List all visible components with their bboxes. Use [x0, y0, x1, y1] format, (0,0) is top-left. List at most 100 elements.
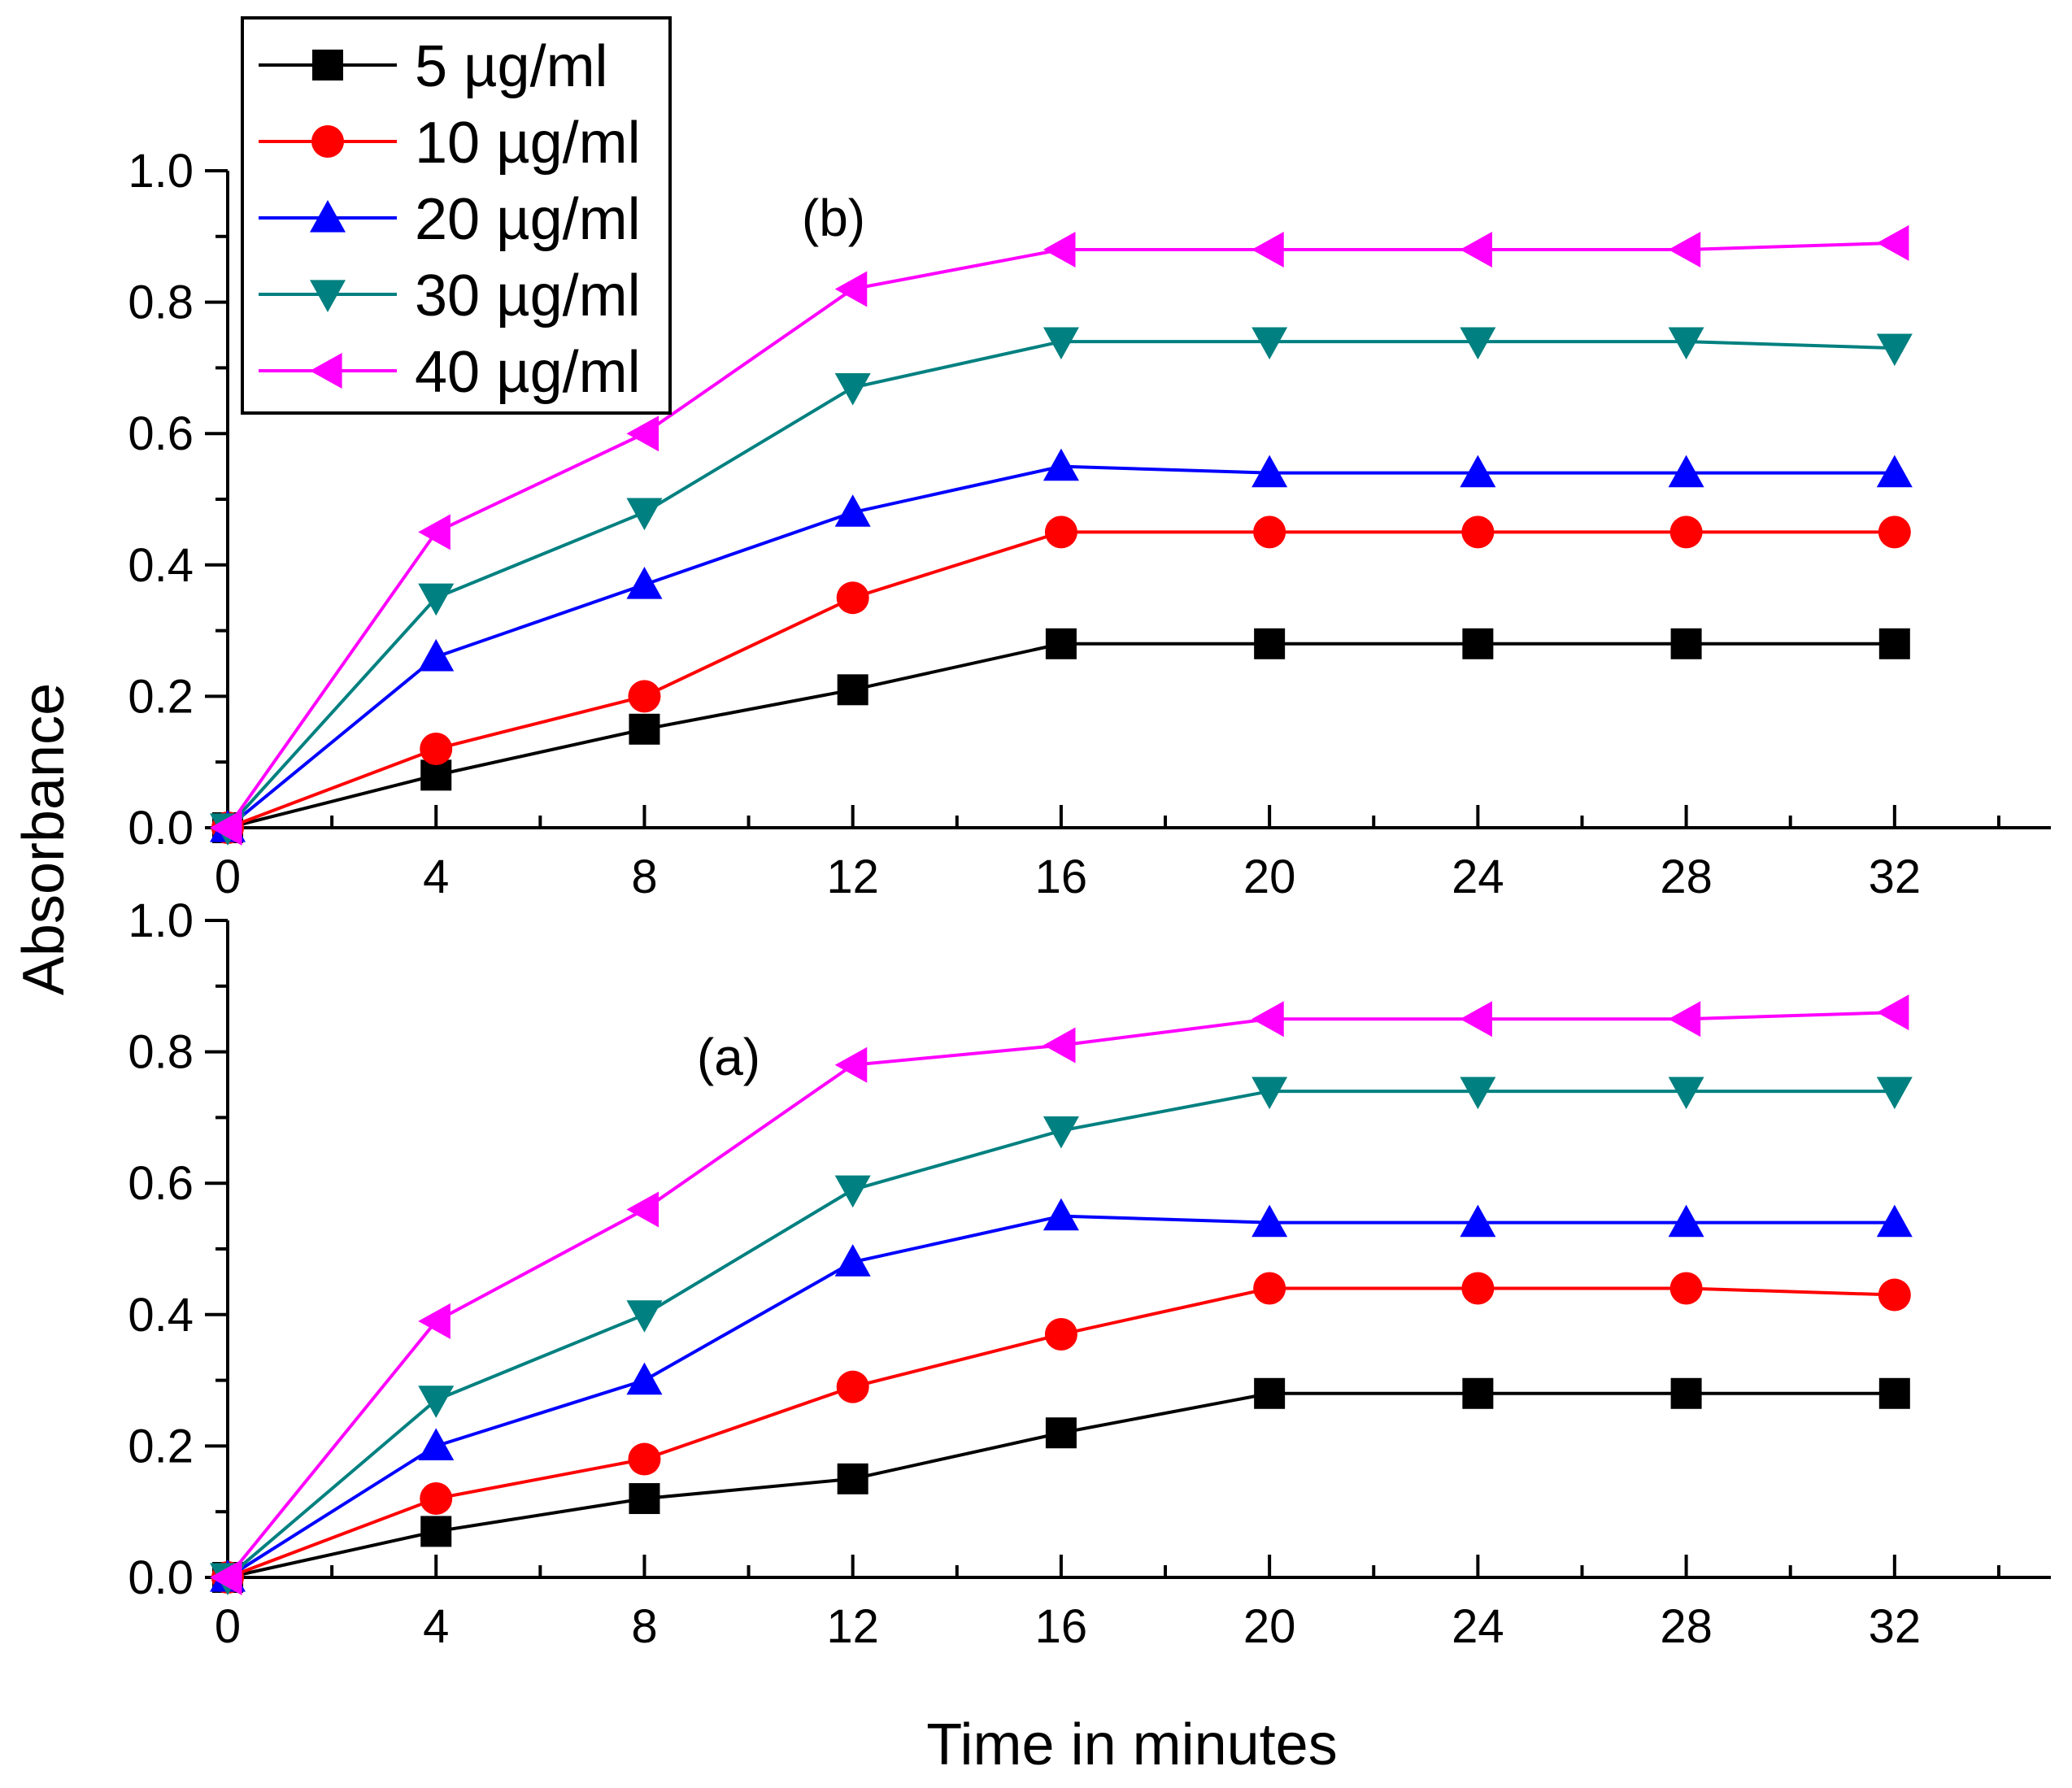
x-tick-label: 0 [215, 850, 241, 903]
data-point [1043, 327, 1079, 360]
data-point [418, 1386, 455, 1418]
x-tick-label: 32 [1869, 850, 1922, 903]
data-point [1254, 1377, 1286, 1409]
data-point [1460, 1001, 1492, 1038]
legend-box [241, 16, 672, 415]
data-point [1460, 231, 1492, 268]
y-tick-label: 0.0 [128, 802, 194, 855]
data-point [1251, 327, 1288, 360]
data-point [626, 1362, 663, 1395]
data-point [1253, 516, 1286, 549]
data-point [1044, 1318, 1077, 1351]
data-point [1251, 455, 1288, 488]
data-point [626, 1191, 659, 1228]
y-tick-label: 1.0 [128, 145, 194, 198]
data-point [1043, 1198, 1079, 1231]
data-point [836, 581, 869, 615]
legend-label: 20 µg/ml [415, 187, 641, 252]
data-point [629, 1483, 660, 1515]
data-point [418, 514, 451, 550]
data-point [420, 1482, 453, 1516]
data-point [1043, 1027, 1076, 1064]
data-point [836, 1370, 869, 1403]
data-point [1460, 455, 1496, 488]
x-tick-label: 4 [423, 1600, 449, 1653]
panel-label: (b) [802, 189, 865, 247]
data-point [1462, 628, 1494, 659]
series-4 [210, 994, 1909, 1595]
x-tick-label: 28 [1660, 1600, 1713, 1653]
x-tick-label: 32 [1869, 1600, 1922, 1653]
data-point [1878, 1278, 1911, 1312]
data-point [1669, 516, 1703, 549]
data-point [1460, 1077, 1496, 1110]
data-point [420, 733, 453, 766]
x-tick-label: 4 [423, 850, 449, 903]
y-tick-label: 0.6 [128, 1157, 194, 1210]
legend-marker [310, 200, 346, 233]
data-point [1668, 1077, 1704, 1110]
data-point [1668, 1001, 1701, 1038]
data-point [834, 1175, 871, 1208]
data-point [1876, 333, 1913, 367]
x-tick-label: 8 [631, 1600, 657, 1653]
legend-label: 10 µg/ml [415, 111, 641, 176]
data-point [1668, 327, 1704, 360]
series-1 [211, 516, 1911, 844]
series-line [227, 642, 1895, 829]
data-point [628, 1442, 661, 1476]
x-tick-label: 16 [1035, 850, 1088, 903]
legend-marker [312, 50, 343, 80]
x-tick-label: 24 [1452, 850, 1504, 903]
data-point [1460, 327, 1496, 360]
x-tick-label: 0 [215, 1600, 241, 1653]
data-point [1044, 516, 1077, 549]
series-2 [210, 1198, 1913, 1592]
data-point [418, 583, 455, 616]
data-point [1670, 628, 1702, 659]
data-point [1878, 516, 1911, 549]
y-tick-label: 0.2 [128, 670, 194, 723]
data-point [1878, 1377, 1910, 1409]
x-tick-label: 28 [1660, 850, 1713, 903]
x-tick-label: 16 [1035, 1600, 1088, 1653]
series-3 [210, 1077, 1913, 1595]
data-point [1462, 1377, 1494, 1409]
y-tick-label: 0.2 [128, 1420, 194, 1473]
data-point [1253, 1272, 1286, 1305]
legend: 5 µg/ml 10 µg/ml 20 µg/ml 30 µg/ml 40 µg/ml [241, 16, 672, 415]
data-point [1043, 231, 1076, 268]
y-axis-title: Absorbance [11, 683, 76, 995]
data-point [1668, 231, 1701, 268]
data-point [626, 415, 659, 452]
y-tick-label: 0.8 [128, 1026, 194, 1079]
y-tick-label: 0.0 [128, 1551, 194, 1604]
data-point [1668, 1204, 1704, 1238]
data-point [1251, 1204, 1288, 1238]
data-point [837, 1463, 868, 1494]
panel-label: (a) [697, 1028, 760, 1086]
data-point [1876, 224, 1909, 261]
x-tick-label: 12 [826, 1600, 879, 1653]
data-point [1251, 1001, 1284, 1038]
y-tick-label: 0.8 [128, 276, 194, 329]
x-tick-label: 12 [826, 850, 879, 903]
data-point [1669, 1272, 1703, 1305]
data-point [418, 638, 455, 672]
data-point [1043, 1116, 1079, 1149]
data-point [834, 373, 871, 406]
data-point [1668, 455, 1704, 488]
data-point [1876, 455, 1913, 488]
series-line [227, 530, 1895, 829]
data-point [1878, 628, 1910, 659]
data-point [1460, 1204, 1496, 1238]
data-point [1045, 1417, 1077, 1449]
data-point [834, 1046, 868, 1083]
data-point [420, 1516, 452, 1547]
data-point [1045, 628, 1077, 659]
data-point [1251, 1077, 1288, 1110]
y-tick-label: 0.4 [128, 539, 194, 592]
series-3 [210, 327, 1913, 846]
y-tick-label: 1.0 [128, 894, 194, 947]
